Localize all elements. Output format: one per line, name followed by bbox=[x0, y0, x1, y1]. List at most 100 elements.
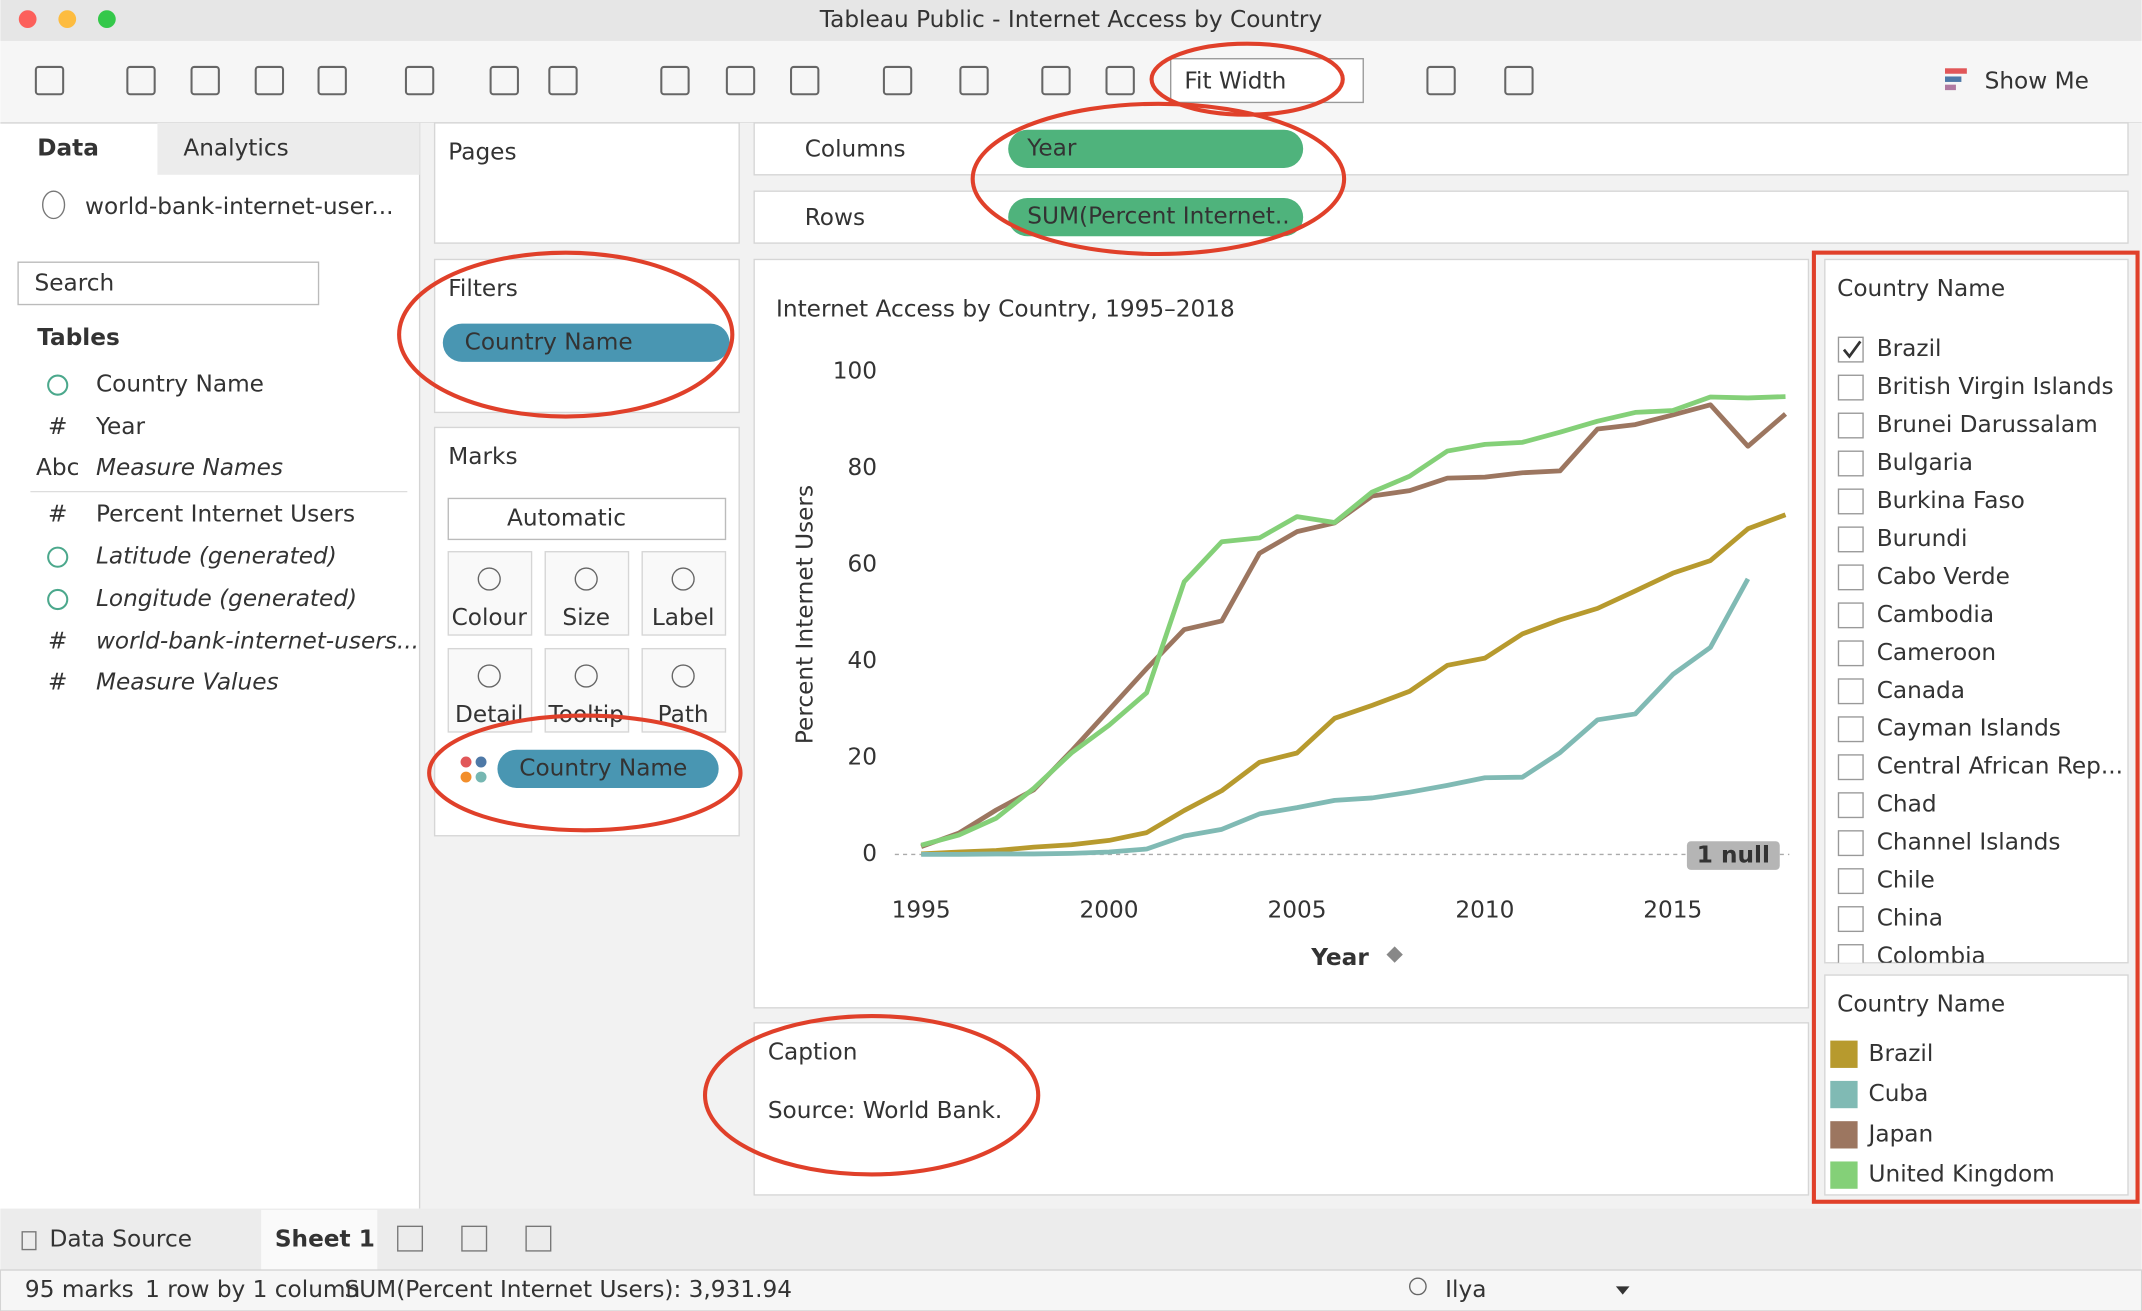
checkbox[interactable] bbox=[1837, 792, 1864, 819]
clear-icon[interactable] bbox=[548, 65, 578, 96]
mark-card[interactable] bbox=[447, 647, 533, 733]
new-sheet-button[interactable] bbox=[397, 1225, 424, 1252]
filter-item[interactable]: Brazil bbox=[1877, 335, 1942, 362]
mark-card[interactable] bbox=[641, 551, 727, 636]
content: Tableau Public - Internet Access by Coun… bbox=[17, 6, 2140, 1303]
filter-item[interactable]: Chile bbox=[1877, 867, 1935, 894]
checkbox[interactable] bbox=[1837, 488, 1864, 515]
checkbox[interactable] bbox=[1837, 640, 1864, 667]
duplicate-icon[interactable] bbox=[489, 65, 519, 96]
marks-title: Marks bbox=[448, 443, 517, 470]
filter-item[interactable]: Cambodia bbox=[1877, 601, 1994, 628]
checkbox[interactable] bbox=[1837, 754, 1864, 781]
new-sheet-button[interactable] bbox=[461, 1225, 488, 1252]
field[interactable]: Percent Internet Users bbox=[96, 500, 355, 527]
new-sheet-button[interactable] bbox=[525, 1225, 552, 1252]
filter-item[interactable]: Chad bbox=[1877, 791, 1937, 818]
legend-title: Country Name bbox=[1837, 991, 2005, 1018]
data-source-tab[interactable]: Data Source bbox=[50, 1225, 192, 1252]
field[interactable]: Measure Names bbox=[96, 454, 283, 481]
filter-item[interactable]: Central African Rep... bbox=[1877, 753, 2123, 780]
forward-icon[interactable] bbox=[190, 65, 220, 96]
user-dropdown[interactable] bbox=[1615, 1286, 1630, 1295]
mark-card[interactable] bbox=[641, 647, 727, 733]
mark-type-dropdown[interactable] bbox=[447, 497, 727, 541]
null-badge[interactable] bbox=[1686, 841, 1780, 870]
status-item: 95 marks bbox=[25, 1276, 134, 1303]
back-icon[interactable] bbox=[126, 65, 156, 96]
checkbox[interactable] bbox=[1837, 526, 1864, 553]
filter-item[interactable]: Brunei Darussalam bbox=[1877, 411, 2098, 438]
columns-pill[interactable] bbox=[1008, 129, 1304, 168]
zoom-button[interactable] bbox=[97, 10, 116, 28]
checkbox[interactable] bbox=[1837, 336, 1864, 363]
new-data-icon[interactable] bbox=[317, 65, 347, 96]
checkbox[interactable] bbox=[1837, 374, 1864, 401]
marks-pill-label: Country Name bbox=[519, 754, 687, 781]
logo-icon[interactable] bbox=[34, 65, 65, 96]
filter-item[interactable]: British Virgin Islands bbox=[1877, 373, 2114, 400]
field-type-icon: Abc bbox=[36, 454, 79, 481]
geo-icon bbox=[47, 588, 69, 611]
filter-item[interactable]: Burkina Faso bbox=[1877, 487, 2025, 514]
field[interactable]: Year bbox=[95, 413, 146, 440]
annotate-icon[interactable] bbox=[959, 65, 989, 96]
field[interactable]: Latitude (generated) bbox=[96, 543, 337, 570]
checkbox[interactable] bbox=[1837, 412, 1864, 439]
filter-item[interactable]: Burundi bbox=[1877, 525, 1968, 552]
filter-pill[interactable] bbox=[442, 323, 730, 362]
pages-title: Pages bbox=[448, 138, 516, 165]
filter-list: Brazil British Virgin Islands Brunei Darus… bbox=[1837, 335, 2123, 970]
data-tab[interactable]: Data bbox=[37, 134, 99, 161]
new-sheet-icon[interactable] bbox=[404, 65, 435, 96]
fit-label: Fit Width bbox=[1184, 67, 1286, 94]
filter-item[interactable]: Canada bbox=[1877, 677, 1965, 704]
save-icon[interactable] bbox=[254, 65, 285, 96]
sheet-tab[interactable]: Sheet 1 bbox=[275, 1225, 375, 1252]
minimize-button[interactable] bbox=[58, 10, 77, 28]
close-button[interactable] bbox=[18, 10, 37, 28]
checkbox[interactable] bbox=[1837, 868, 1864, 895]
mark-card[interactable] bbox=[544, 551, 630, 636]
active-tab[interactable] bbox=[261, 1209, 378, 1271]
rows-pill-label: SUM(Percent Internet.. bbox=[1027, 203, 1289, 230]
field[interactable]: world-bank-internet-users... bbox=[96, 627, 419, 654]
swap-icon[interactable] bbox=[660, 65, 690, 96]
labels-icon[interactable] bbox=[1041, 65, 1071, 96]
checkbox[interactable] bbox=[1837, 716, 1864, 743]
mark-card-label: Label bbox=[652, 604, 715, 631]
checkbox[interactable] bbox=[1837, 944, 1864, 970]
filter-item[interactable]: Bulgaria bbox=[1877, 449, 1973, 476]
analytics-tab[interactable] bbox=[157, 122, 420, 175]
filter-item[interactable]: Channel Islands bbox=[1877, 829, 2061, 856]
window-title: Tableau Public - Internet Access by Coun… bbox=[819, 6, 1323, 33]
marks-pill[interactable] bbox=[497, 749, 719, 788]
checkbox[interactable] bbox=[1837, 602, 1864, 629]
filter-item[interactable]: Cameroon bbox=[1877, 639, 1996, 666]
field[interactable]: Longitude (generated) bbox=[96, 585, 357, 612]
mark-card[interactable] bbox=[447, 551, 533, 636]
analytics-tab-label[interactable]: Analytics bbox=[183, 134, 288, 161]
presentation-icon[interactable] bbox=[1504, 65, 1534, 96]
sort-desc-icon[interactable] bbox=[790, 65, 820, 96]
highlight-icon[interactable] bbox=[882, 65, 913, 96]
checkbox[interactable] bbox=[1837, 450, 1864, 477]
checkbox[interactable] bbox=[1837, 678, 1864, 705]
filter-item[interactable]: China bbox=[1877, 905, 1943, 932]
filters-title: Filters bbox=[448, 275, 518, 302]
sort-asc-icon[interactable] bbox=[725, 65, 756, 96]
field[interactable]: Country Name bbox=[96, 371, 264, 398]
mark-card-icon bbox=[477, 664, 501, 688]
filter-item[interactable]: Cabo Verde bbox=[1877, 563, 2010, 590]
fix-axes-icon[interactable] bbox=[1105, 65, 1135, 96]
chart-title: Internet Access by Country, 1995–2018 bbox=[776, 295, 1235, 322]
field[interactable]: Measure Values bbox=[96, 668, 279, 695]
show-cards-icon[interactable] bbox=[1426, 65, 1456, 96]
checkbox[interactable] bbox=[1837, 564, 1864, 591]
search-box[interactable] bbox=[17, 261, 320, 306]
checkbox[interactable] bbox=[1837, 906, 1864, 933]
rows-pill[interactable] bbox=[1008, 198, 1304, 237]
checkbox[interactable] bbox=[1837, 830, 1864, 857]
filter-item[interactable]: Colombia bbox=[1877, 943, 1986, 970]
filter-item[interactable]: Cayman Islands bbox=[1877, 715, 2061, 742]
